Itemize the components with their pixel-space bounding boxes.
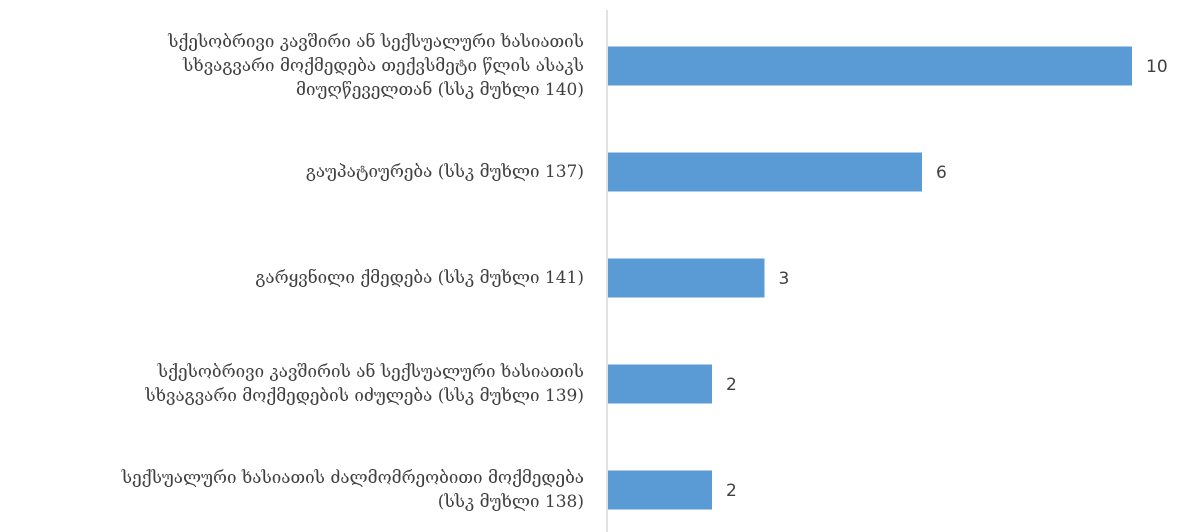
category-label-4: სქესობრივი კავშირის ან სექსუალური ხასიათ…: [145, 362, 584, 406]
data-label-5: 2: [726, 481, 737, 501]
bar-4: [608, 364, 712, 404]
data-label-2: 6: [936, 163, 947, 183]
bar-3: [608, 258, 765, 298]
category-label-1: სქესობრივი კავშირი ან სექსუალური ხასიათი…: [168, 32, 584, 100]
data-label-1: 10: [1146, 57, 1168, 77]
data-label-4: 2: [726, 375, 737, 395]
category-label-3: გარყვნილი ქმედება (სსკ მუხლი 141): [255, 268, 584, 288]
bar-1: [608, 46, 1132, 86]
category-label-5: სექსუალური ხასიათის ძალმომრეობითი მოქმედ…: [121, 468, 584, 512]
data-label-3: 3: [779, 269, 790, 289]
bar-5: [608, 470, 712, 510]
bar-2: [608, 152, 922, 192]
category-label-2: გაუპატიურება (სსკ მუხლი 137): [305, 162, 584, 182]
